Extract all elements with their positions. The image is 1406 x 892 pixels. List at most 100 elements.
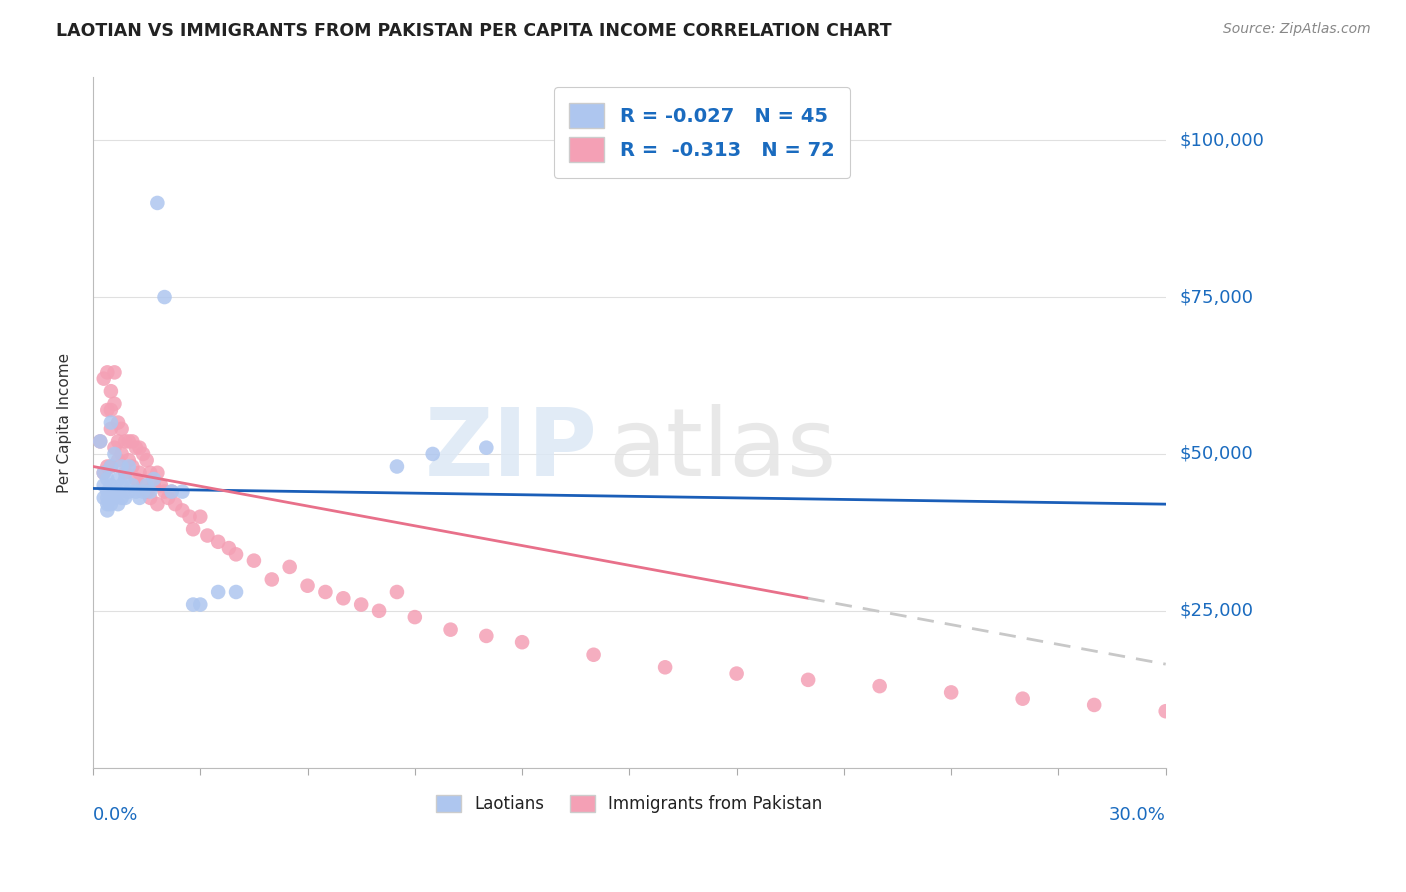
Point [93, 371, 115, 385]
Point [96, 503, 118, 517]
Point [100, 459, 122, 474]
Point [207, 534, 229, 549]
Point [439, 623, 461, 637]
Point [225, 585, 247, 599]
Point [725, 666, 748, 681]
Point [100, 422, 122, 436]
Point [368, 604, 391, 618]
Point [100, 416, 122, 430]
Text: $75,000: $75,000 [1180, 288, 1254, 306]
Point [297, 579, 319, 593]
Point [89, 434, 111, 449]
Point [1154, 704, 1177, 718]
Point [118, 434, 141, 449]
Point [142, 472, 165, 486]
Text: $50,000: $50,000 [1180, 445, 1253, 463]
Text: 30.0%: 30.0% [1109, 805, 1166, 823]
Point [165, 497, 187, 511]
Point [118, 453, 141, 467]
Point [135, 484, 157, 499]
Point [941, 685, 963, 699]
Point [197, 528, 219, 542]
Point [107, 472, 129, 486]
Point [139, 466, 162, 480]
Y-axis label: Per Capita Income: Per Capita Income [58, 352, 72, 492]
Point [96, 484, 118, 499]
Point [114, 491, 136, 505]
Point [475, 441, 498, 455]
Point [121, 434, 143, 449]
Point [125, 441, 148, 455]
Point [160, 484, 183, 499]
Point [135, 453, 157, 467]
Point [142, 478, 165, 492]
Point [510, 635, 533, 649]
Text: LAOTIAN VS IMMIGRANTS FROM PAKISTAN PER CAPITA INCOME CORRELATION CHART: LAOTIAN VS IMMIGRANTS FROM PAKISTAN PER … [56, 22, 891, 40]
Text: Source: ZipAtlas.com: Source: ZipAtlas.com [1223, 22, 1371, 37]
Point [100, 484, 122, 499]
Point [96, 365, 118, 379]
Point [125, 484, 148, 499]
Point [1011, 691, 1033, 706]
Point [114, 472, 136, 486]
Point [475, 629, 498, 643]
Point [146, 196, 169, 211]
Point [93, 466, 115, 480]
Point [100, 478, 122, 492]
Point [107, 416, 129, 430]
Point [385, 459, 408, 474]
Point [100, 403, 122, 417]
Point [132, 478, 155, 492]
Point [132, 447, 155, 461]
Point [128, 466, 150, 480]
Text: atlas: atlas [607, 404, 837, 496]
Text: ZIP: ZIP [425, 404, 598, 496]
Text: $100,000: $100,000 [1180, 131, 1264, 149]
Point [218, 541, 240, 555]
Point [157, 491, 180, 505]
Point [96, 472, 118, 486]
Point [89, 434, 111, 449]
Point [188, 509, 211, 524]
Point [110, 478, 132, 492]
Point [385, 585, 408, 599]
Point [103, 447, 125, 461]
Point [125, 472, 148, 486]
Point [139, 491, 162, 505]
Point [103, 441, 125, 455]
Point [146, 497, 169, 511]
Point [107, 497, 129, 511]
Point [107, 484, 129, 499]
Point [1083, 698, 1105, 712]
Point [118, 484, 141, 499]
Point [96, 403, 118, 417]
Point [96, 491, 118, 505]
Point [404, 610, 426, 624]
Point [188, 598, 211, 612]
Point [797, 673, 820, 687]
Point [181, 598, 204, 612]
Text: 0.0%: 0.0% [93, 805, 138, 823]
Point [179, 509, 201, 524]
Point [103, 491, 125, 505]
Point [110, 491, 132, 505]
Point [149, 478, 172, 492]
Legend: R = -0.027   N = 45, R =  -0.313   N = 72: R = -0.027 N = 45, R = -0.313 N = 72 [554, 87, 851, 178]
Point [869, 679, 891, 693]
Point [110, 422, 132, 436]
Point [225, 547, 247, 561]
Point [207, 585, 229, 599]
Point [121, 459, 143, 474]
Point [96, 459, 118, 474]
Point [100, 384, 122, 399]
Point [172, 484, 194, 499]
Point [114, 466, 136, 480]
Point [146, 466, 169, 480]
Point [314, 585, 336, 599]
Point [582, 648, 605, 662]
Point [332, 591, 354, 606]
Point [114, 434, 136, 449]
Point [100, 459, 122, 474]
Point [96, 497, 118, 511]
Point [132, 484, 155, 499]
